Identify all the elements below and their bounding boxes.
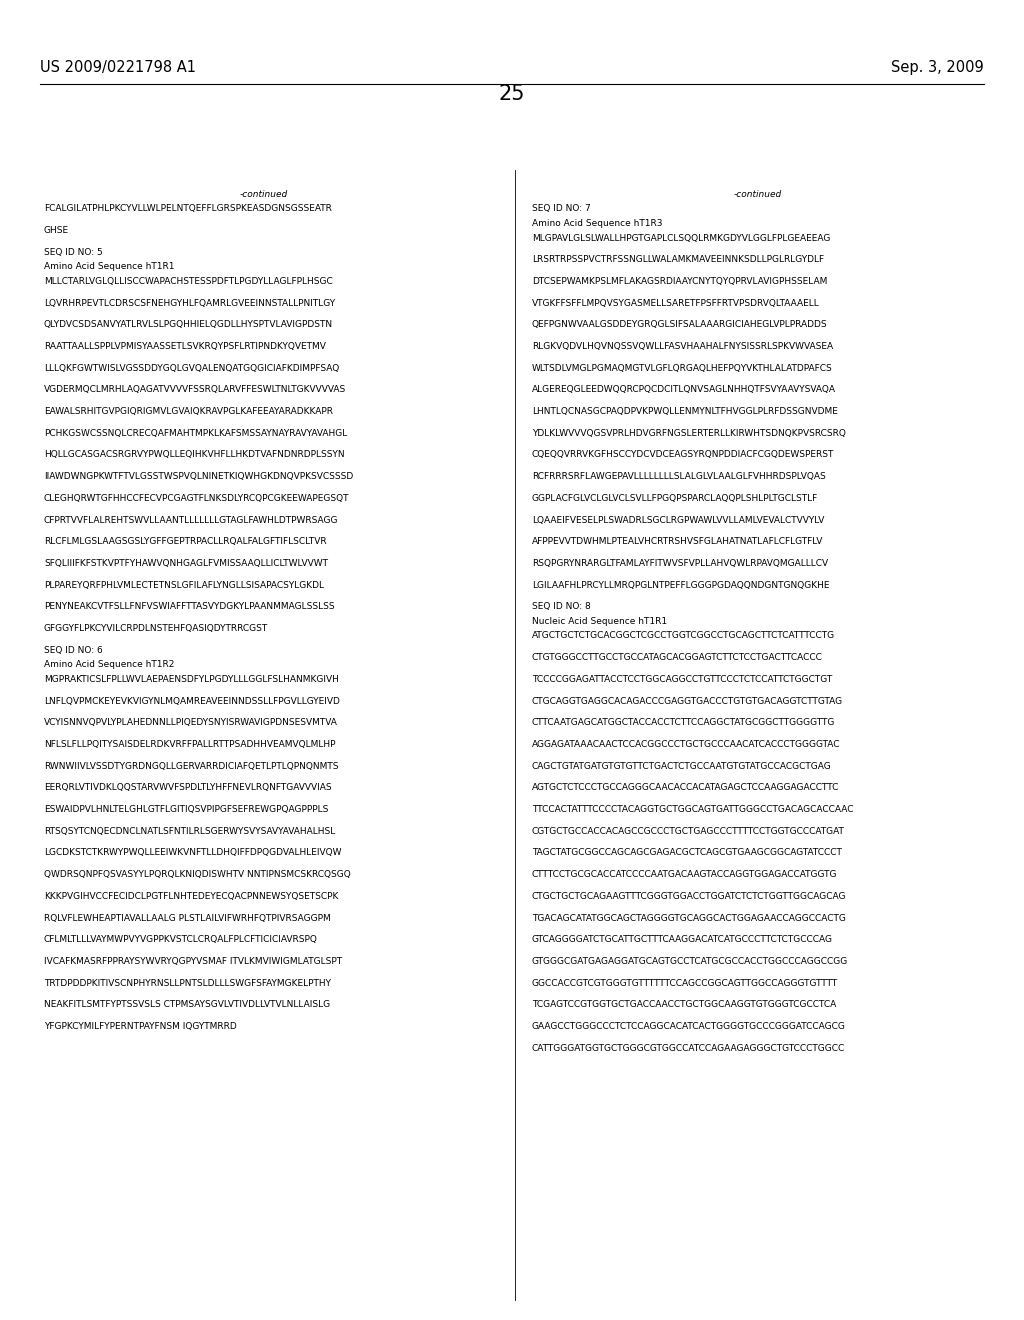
Text: IVCAFKMASRFPPRAYSYWVRYQGPYVSMAF ITVLKMVIWIGMLATGLSPT: IVCAFKMASRFPPRAYSYWVRYQGPYVSMAF ITVLKMVI… [44, 957, 342, 966]
Text: HQLLGCASGACSRGRVYPWQLLEQIHKVHFLLHKDTVAFNDNRDPLSSYN: HQLLGCASGACSRGRVYPWQLLEQIHKVHFLLHKDTVAFN… [44, 450, 345, 459]
Text: RLCFLMLGSLAAGSGSLYGFFGEPTRPACLLRQALFALGFTIFLSCLTVR: RLCFLMLGSLAAGSGSLYGFFGEPTRPACLLRQALFALGF… [44, 537, 327, 546]
Text: VCYISNNVQPVLYPLAHEDNNLLPIQEDYSNYISRWAVIGPDNSESVMTVA: VCYISNNVQPVLYPLAHEDNNLLPIQEDYSNYISRWAVIG… [44, 718, 338, 727]
Text: GTCAGGGGATCTGCATTGCTTTCAAGGACATCATGCCCTTCTCTGCCCAG: GTCAGGGGATCTGCATTGCTTTCAAGGACATCATGCCCTT… [532, 935, 833, 944]
Text: VTGKFFSFFLMPQVSYGASMELLSARETFPSFFRTVPSDRVQLTAAAELL: VTGKFFSFFLMPQVSYGASMELLSARETFPSFFRTVPSDR… [532, 298, 820, 308]
Text: TCGAGTCCGTGGTGCTGACCAACCTGCTGGCAAGGTGTGGGTCGCCTCA: TCGAGTCCGTGGTGCTGACCAACCTGCTGGCAAGGTGTGG… [532, 1001, 837, 1010]
Text: RTSQSYTCNQECDNCLNATLSFNTILRLSGERWYSVYSAVYAVAHALHSL: RTSQSYTCNQECDNCLNATLSFNTILRLSGERWYSVYSAV… [44, 826, 335, 836]
Text: AGTGCTCTCCCTGCCAGGGCAACACCACATAGAGCTCCAAGGAGACCTTC: AGTGCTCTCCCTGCCAGGGCAACACCACATAGAGCTCCAA… [532, 783, 840, 792]
Text: LQAAEIFVESELPLSWADRLSGCLRGPWAWLVVLLAMLVEVALCTVVYLV: LQAAEIFVESELPLSWADRLSGCLRGPWAWLVVLLAMLVE… [532, 516, 824, 524]
Text: YDLKLWVVVQGSVPRLHDVGRFNGSLERTERLLKIRWHTSDNQKPVSRCSRQ: YDLKLWVVVQGSVPRLHDVGRFNGSLERTERLLKIRWHTS… [532, 429, 846, 438]
Text: RWNWIIVLVSSDTYGRDNGQLLGERVARRDICIAFQETLPTLQPNQNMTS: RWNWIIVLVSSDTYGRDNGQLLGERVARRDICIAFQETLP… [44, 762, 339, 771]
Text: CTTCAATGAGCATGGCTACCACCTCTTCCAGGCTATGCGGCTTGGGGTTG: CTTCAATGAGCATGGCTACCACCTCTTCCAGGCTATGCGG… [532, 718, 836, 727]
Text: TAGCTATGCGGCCAGCAGCGAGACGCTCAGCGTGAAGCGGCAGTATCCCT: TAGCTATGCGGCCAGCAGCGAGACGCTCAGCGTGAAGCGG… [532, 849, 842, 858]
Text: LGCDKSTCTKRWYPWQLLEEIWKVNFTLLDHQIFFDPQGDVALHLEIVQW: LGCDKSTCTKRWYPWQLLEEIWKVNFTLLDHQIFFDPQGD… [44, 849, 341, 858]
Text: CQEQQVRRVKGFHSCCYDCVDCEAGSYRQNPDDIACFCGQDEWSPERST: CQEQQVRRVKGFHSCCYDCVDCEAGSYRQNPDDIACFCGQ… [532, 450, 835, 459]
Text: Sep. 3, 2009: Sep. 3, 2009 [891, 59, 984, 75]
Text: GTGGGCGATGAGAGGATGCAGTGCCTCATGCGCCACCTGGCCCAGGCCGG: GTGGGCGATGAGAGGATGCAGTGCCTCATGCGCCACCTGG… [532, 957, 848, 966]
Text: US 2009/0221798 A1: US 2009/0221798 A1 [40, 59, 196, 75]
Text: CFPRTVVFLALREHTSWVLLAANTLLLLLLLGTAGLFAWHLDTPWRSAGG: CFPRTVVFLALREHTSWVLLAANTLLLLLLLGTAGLFAWH… [44, 516, 339, 524]
Text: RLGKVQDVLHQVNQSSVQWLLFASVHAAHALFNYSISSRLSPKVWVASEA: RLGKVQDVLHQVNQSSVQWLLFASVHAAHALFNYSISSRL… [532, 342, 834, 351]
Text: YFGPKCYMILFYPERNTPAYFNSM IQGYTMRRD: YFGPKCYMILFYPERNTPAYFNSM IQGYTMRRD [44, 1022, 237, 1031]
Text: GAAGCCTGGGCCCTCTCCAGGCACATCACTGGGGTGCCCGGGATCCAGCG: GAAGCCTGGGCCCTCTCCAGGCACATCACTGGGGTGCCCG… [532, 1022, 846, 1031]
Text: EAWALSRHITGVPGIQRIGMVLGVAIQKRAVPGLKAFEEAYARADKKAPR: EAWALSRHITGVPGIQRIGMVLGVAIQKRAVPGLKAFEEA… [44, 407, 333, 416]
Text: PCHKGSWCSSNQLCRECQAFMAHTMPKLKAFSMSSAYNAYRAVYAVAHGL: PCHKGSWCSSNQLCRECQAFMAHTMPKLKAFSMSSAYNAY… [44, 429, 347, 438]
Text: GGPLACFGLVCLGLVCLSVLLFPGQPSPARCLAQQPLSHLPLTGCLSTLF: GGPLACFGLVCLGLVCLSVLLFPGQPSPARCLAQQPLSHL… [532, 494, 818, 503]
Text: AFPPEVVTDWHMLPTEALVHCRTRSHVSFGLAHATNATLAFLCFLGTFLV: AFPPEVVTDWHMLPTEALVHCRTRSHVSFGLAHATNATLA… [532, 537, 823, 546]
Text: SEQ ID NO: 8: SEQ ID NO: 8 [532, 602, 591, 611]
Text: RSQPGRYNRARGLTFAMLAYFITWVSFVPLLAHVQWLRPAVQMGALLLCV: RSQPGRYNRARGLTFAMLAYFITWVSFVPLLAHVQWLRPA… [532, 558, 828, 568]
Text: ATGCTGCTCTGCACGGCTCGCCTGGTCGGCCTGCAGCTTCTCATTTCCTG: ATGCTGCTCTGCACGGCTCGCCTGGTCGGCCTGCAGCTTC… [532, 631, 836, 640]
Text: LNFLQVPMCKEYEVKVIGYNLMQAMREAVEEINNDSSLLFPGVLLGYEIVD: LNFLQVPMCKEYEVKVIGYNLMQAMREAVEEINNDSSLLF… [44, 697, 340, 705]
Text: GGCCACCGTCGTGGGTGTTTTTTCCAGCCGGCAGTTGGCCAGGGTGTTTT: GGCCACCGTCGTGGGTGTTTTTTCCAGCCGGCAGTTGGCC… [532, 978, 839, 987]
Text: QLYDVCSDSANVYATLRVLSLPGQHHIELQGDLLHYSPTVLAVIGPDSTN: QLYDVCSDSANVYATLRVLSLPGQHHIELQGDLLHYSPTV… [44, 321, 333, 329]
Text: WLTSDLVMGLPGMAQMGTVLGFLQRGAQLHEFPQYVKTHLALATDPAFCS: WLTSDLVMGLPGMAQMGTVLGFLQRGAQLHEFPQYVKTHL… [532, 364, 833, 372]
Text: LRSRTRPSSPVCTRFSSNGLLWALAMKMAVEEINNKSDLLPGLRLGYDLF: LRSRTRPSSPVCTRFSSNGLLWALAMKMAVEEINNKSDLL… [532, 255, 824, 264]
Text: Amino Acid Sequence hT1R1: Amino Acid Sequence hT1R1 [44, 263, 174, 272]
Text: KKKPVGIHVCCFECIDCLPGTFLNHTEDEYECQACPNNEWSYQSETSCPK: KKKPVGIHVCCFECIDCLPGTFLNHTEDEYECQACPNNEW… [44, 892, 338, 900]
Text: VGDERMQCLMRHLAQAGATVVVVFSSRQLARVFFESWLTNLTGKVVVVAS: VGDERMQCLMRHLAQAGATVVVVFSSRQLARVFFESWLTN… [44, 385, 346, 395]
Text: LQVRHRPEVTLCDRSCSFNEHGYHLFQAMRLGVEEINNSTALLPNITLGY: LQVRHRPEVTLCDRSCSFNEHGYHLFQAMRLGVEEINNST… [44, 298, 335, 308]
Text: CATTGGGATGGTGCTGGGCGTGGCCATCCAGAAGAGGGCTGTCCCTGGCC: CATTGGGATGGTGCTGGGCGTGGCCATCCAGAAGAGGGCT… [532, 1044, 845, 1053]
Text: GFGGYFLPKCYVILCRPDLNSTEHFQASIQDYTRRCGST: GFGGYFLPKCYVILCRPDLNSTEHFQASIQDYTRRCGST [44, 624, 268, 634]
Text: QEFPGNWVAALGSDDEYGRQGLSIFSALAAARGICIAHEGLVPLPRADDS: QEFPGNWVAALGSDDEYGRQGLSIFSALAAARGICIAHEG… [532, 321, 827, 329]
Text: Amino Acid Sequence hT1R2: Amino Acid Sequence hT1R2 [44, 660, 174, 669]
Text: TGACAGCATATGGCAGCTAGGGGTGCAGGCACTGGAGAACCAGGCCACTG: TGACAGCATATGGCAGCTAGGGGTGCAGGCACTGGAGAAC… [532, 913, 846, 923]
Text: AGGAGATAAACAACTCCACGGCCCTGCTGCCCAACATCACCCTGGGGTAC: AGGAGATAAACAACTCCACGGCCCTGCTGCCCAACATCAC… [532, 741, 841, 748]
Text: 25: 25 [499, 84, 525, 104]
Text: CAGCTGTATGATGTGTGTTCTGACTCTGCCAATGTGTATGCCACGCTGAG: CAGCTGTATGATGTGTGTTCTGACTCTGCCAATGTGTATG… [532, 762, 831, 771]
Text: CTGCAGGTGAGGCACAGACCCGAGGTGACCCTGTGTGACAGGTCTTGTAG: CTGCAGGTGAGGCACAGACCCGAGGTGACCCTGTGTGACA… [532, 697, 843, 705]
Text: TRTDPDDPKITIVSCNPHYRNSLLPNTSLDLLLSWGFSFAYMGKELPTHY: TRTDPDDPKITIVSCNPHYRNSLLPNTSLDLLLSWGFSFA… [44, 978, 331, 987]
Text: PLPAREYQRFPHLVMLECTETNSLGFILAFLYNGLLSISAPACSYLGKDL: PLPAREYQRFPHLVMLECTETNSLGFILAFLYNGLLSISA… [44, 581, 324, 590]
Text: SEQ ID NO: 6: SEQ ID NO: 6 [44, 645, 102, 655]
Text: SEQ ID NO: 5: SEQ ID NO: 5 [44, 248, 102, 257]
Text: LGILAAFHLPRCYLLMRQPGLNTPEFFLGGGPGDAQQNDGNTGNQGKHE: LGILAAFHLPRCYLLMRQPGLNTPEFFLGGGPGDAQQNDG… [532, 581, 829, 590]
Text: RQLVFLEWHEAPTIAVALLAALG PLSTLAILVIFWRHFQTPIVRSAGGPM: RQLVFLEWHEAPTIAVALLAALG PLSTLAILVIFWRHFQ… [44, 913, 331, 923]
Text: CTTTCCTGCGCACCATCCCCAATGACAAGTACCAGGTGGAGACCATGGTG: CTTTCCTGCGCACCATCCCCAATGACAAGTACCAGGTGGA… [532, 870, 838, 879]
Text: MLGPAVLGLSLWALLHPGTGAPLCLSQQLRMKGDYVLGGLFPLGEAEEAG: MLGPAVLGLSLWALLHPGTGAPLCLSQQLRMKGDYVLGGL… [532, 234, 830, 243]
Text: Nucleic Acid Sequence hT1R1: Nucleic Acid Sequence hT1R1 [532, 616, 667, 626]
Text: LHNTLQCNASGCPAQDPVKPWQLLENMYNLTFHVGGLPLRFDSSGNVDME: LHNTLQCNASGCPAQDPVKPWQLLENMYNLTFHVGGLPLR… [532, 407, 838, 416]
Text: Amino Acid Sequence hT1R3: Amino Acid Sequence hT1R3 [532, 219, 663, 228]
Text: CGTGCTGCCACCACAGCCGCCCTGCTGAGCCCTTTTCCTGGTGCCCATGAT: CGTGCTGCCACCACAGCCGCCCTGCTGAGCCCTTTTCCTG… [532, 826, 845, 836]
Text: QWDRSQNPFQSVASYYLPQRQLKNIQDISWHTV NNTIPNSMCSKRCQSGQ: QWDRSQNPFQSVASYYLPQRQLKNIQDISWHTV NNTIPN… [44, 870, 351, 879]
Text: EERQRLVTIVDKLQQSTARVWVFSPDLTLYHFFNEVLRQNFTGAVVVIAS: EERQRLVTIVDKLQQSTARVWVFSPDLTLYHFFNEVLRQN… [44, 783, 332, 792]
Text: GHSE: GHSE [44, 226, 70, 235]
Text: DTCSEPWAMKPSLMFLAKAGSRDIAAYCNYTQYQPRVLAVIGPHSSELAM: DTCSEPWAMKPSLMFLAKAGSRDIAAYCNYTQYQPRVLAV… [532, 277, 827, 286]
Text: CLEGHQRWTGFHHCCFECVPCGAGTFLNKSDLYRCQPCGKEEWAPEGSQT: CLEGHQRWTGFHHCCFECVPCGAGTFLNKSDLYRCQPCGK… [44, 494, 349, 503]
Text: CTGTGGGCCTTGCCTGCCATAGCACGGAGTCTTCTCCTGACTTCACCC: CTGTGGGCCTTGCCTGCCATAGCACGGAGTCTTCTCCTGA… [532, 653, 823, 663]
Text: CTGCTGCTGCAGAAGTTTCGGGTGGACCTGGATCTCTCTGGTTGGCAGCAG: CTGCTGCTGCAGAAGTTTCGGGTGGACCTGGATCTCTCTG… [532, 892, 847, 900]
Text: RCFRRRSRFLAWGEPAVLLLLLLLLSLALGLVLAALGLFVHHRDSPLVQAS: RCFRRRSRFLAWGEPAVLLLLLLLLSLALGLVLAALGLFV… [532, 473, 825, 482]
Text: CFLMLTLLLVAYMWPVYVGPPKVSTCLCRQALFPLCFTICICIAVRSPQ: CFLMLTLLLVAYMWPVYVGPPKVSTCLCRQALFPLCFTIC… [44, 935, 317, 944]
Text: NFLSLFLLPQITYSAISDELRDKVRFFPALLRTTPSADHHVEAMVQLMLHP: NFLSLFLLPQITYSAISDELRDKVRFFPALLRTTPSADHH… [44, 741, 336, 748]
Text: SEQ ID NO: 7: SEQ ID NO: 7 [532, 205, 591, 214]
Text: TTCCACTATTTCCCCTACAGGTGCTGGCAGTGATTGGGCCTGACAGCACCAAC: TTCCACTATTTCCCCTACAGGTGCTGGCAGTGATTGGGCC… [532, 805, 853, 814]
Text: MLLCTARLVGLQLLISCCWAPACHSTESSPDFTLPGDYLLAGLFPLHSGC: MLLCTARLVGLQLLISCCWAPACHSTESSPDFTLPGDYLL… [44, 277, 333, 286]
Text: SFQLIIIFKFSTKVPTFYHAWVQNHGAGLFVMISSAAQLLICLTWLVVWT: SFQLIIIFKFSTKVPTFYHAWVQNHGAGLFVMISSAAQLL… [44, 558, 328, 568]
Text: TCCCCGGAGATTACCTCCTGGCAGGCCTGTTCCCTCTCCATTCTGGCTGT: TCCCCGGAGATTACCTCCTGGCAGGCCTGTTCCCTCTCCA… [532, 675, 833, 684]
Text: MGPRAKTICSLFPLLWVLAEPAENSDFYLPGDYLLLGGLFSLHANMKGIVH: MGPRAKTICSLFPLLWVLAEPAENSDFYLPGDYLLLGGLF… [44, 675, 339, 684]
Text: IIAWDWNGPKWTFTVLGSSTWSPVQLNINETKIQWHGKDNQVPKSVCSSSD: IIAWDWNGPKWTFTVLGSSTWSPVQLNINETKIQWHGKDN… [44, 473, 353, 482]
Text: PENYNEAKCVTFSLLFNFVSWIAFFTTASVYDGKYLPAANMMAGLSSLSS: PENYNEAKCVTFSLLFNFVSWIAFFTTASVYDGKYLPAAN… [44, 602, 335, 611]
Text: ESWAIDPVLHNLTELGHLGTFLGITIQSVPIPGFSEFREWGPQAGPPPLS: ESWAIDPVLHNLTELGHLGTFLGITIQSVPIPGFSEFREW… [44, 805, 329, 814]
Text: NEAKFITLSMTFYPTSSVSLS CTPMSAYSGVLVTIVDLLVTVLNLLAISLG: NEAKFITLSMTFYPTSSVSLS CTPMSAYSGVLVTIVDLL… [44, 1001, 330, 1010]
Text: ALGEREQGLEEDWQQRCPQCDCITLQNVSAGLNHHQTFSVYAAVYSVAQA: ALGEREQGLEEDWQQRCPQCDCITLQNVSAGLNHHQTFSV… [532, 385, 836, 395]
Text: -continued: -continued [240, 190, 288, 199]
Text: FCALGILATPHLPKCYVLLWLPELNTQEFFLGRSPKEASDGNSGSSEATR: FCALGILATPHLPKCYVLLWLPELNTQEFFLGRSPKEASD… [44, 205, 332, 214]
Text: RAATTAALLSPPLVPMISYAASSETLSVKRQYPSFLRTIPNDKYQVETMV: RAATTAALLSPPLVPMISYAASSETLSVKRQYPSFLRTIP… [44, 342, 326, 351]
Text: LLLQKFGWTWISLVGSSDDYGQLGVQALENQATGQGICIAFKDIMPFSAQ: LLLQKFGWTWISLVGSSDDYGQLGVQALENQATGQGICIA… [44, 364, 339, 372]
Text: -continued: -continued [734, 190, 782, 199]
